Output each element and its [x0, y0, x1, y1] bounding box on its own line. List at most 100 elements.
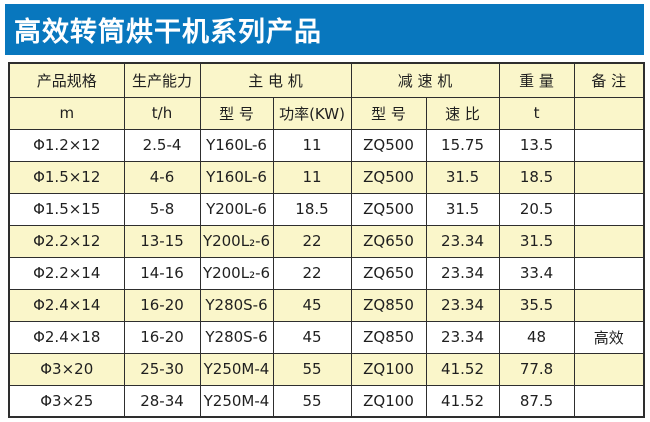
cell-motor-model: Y250M-4: [199, 352, 274, 386]
cell-weight: 20.5: [498, 192, 575, 226]
cell-note: [573, 224, 645, 258]
cell-note: [573, 160, 645, 194]
cell-motor-model: Y280S-6: [199, 320, 274, 354]
cell-note: [573, 256, 645, 290]
cell-motor-model: Y250M-4: [199, 384, 274, 418]
product-spec-table: 产品规格 生产能力 主 电 机 减 速 机 重 量 备 注 m t/h 型 号 …: [8, 62, 646, 418]
cell-weight: 35.5: [498, 288, 575, 322]
cell-spec: Φ3×25: [8, 384, 125, 418]
col-header-remarks: 备 注: [573, 62, 645, 98]
unit-header-motor-model: 型 号: [199, 96, 274, 130]
cell-note: [573, 288, 645, 322]
cell-power: 55: [272, 384, 352, 418]
cell-note: [573, 192, 645, 226]
cell-spec: Φ1.5×15: [8, 192, 125, 226]
unit-header-weight-t: t: [498, 96, 575, 130]
cell-reducer-model: ZQ100: [350, 352, 427, 386]
cell-weight: 31.5: [498, 224, 575, 258]
unit-header-reducer-ratio: 速 比: [425, 96, 500, 130]
unit-header-reducer-model: 型 号: [350, 96, 427, 130]
cell-power: 45: [272, 288, 352, 322]
table-row: Φ1.5×12 4-6 Y160L-6 11 ZQ500 31.5 18.5: [8, 160, 645, 194]
cell-spec: Φ1.2×12: [8, 128, 125, 162]
col-header-reducer: 减 速 机: [350, 62, 500, 98]
col-header-product-spec: 产品规格: [8, 62, 125, 98]
cell-note: [573, 352, 645, 386]
cell-power: 45: [272, 320, 352, 354]
table-row: Φ2.2×14 14-16 Y200L₂-6 22 ZQ650 23.34 33.4: [8, 256, 645, 290]
table-row: Φ2.4×14 16-20 Y280S-6 45 ZQ850 23.34 35.5: [8, 288, 645, 322]
cell-power: 11: [272, 128, 352, 162]
unit-header-remarks-empty: [573, 96, 645, 130]
cell-reducer-model: ZQ500: [350, 160, 427, 194]
col-header-capacity: 生产能力: [123, 62, 201, 98]
cell-ratio: 23.34: [425, 320, 500, 354]
cell-ratio: 15.75: [425, 128, 500, 162]
cell-capacity: 16-20: [123, 288, 201, 322]
cell-motor-model: Y160L-6: [199, 128, 274, 162]
cell-ratio: 31.5: [425, 192, 500, 226]
cell-power: 22: [272, 224, 352, 258]
cell-spec: Φ1.5×12: [8, 160, 125, 194]
table-row: Φ1.5×15 5-8 Y200L-6 18.5 ZQ500 31.5 20.5: [8, 192, 645, 226]
cell-power: 11: [272, 160, 352, 194]
cell-motor-model: Y200L₂-6: [199, 224, 274, 258]
table-header: 产品规格 生产能力 主 电 机 减 速 机 重 量 备 注 m t/h 型 号 …: [8, 62, 645, 130]
header-unit-row: m t/h 型 号 功率(KW) 型 号 速 比 t: [8, 96, 645, 130]
cell-power: 18.5: [272, 192, 352, 226]
cell-reducer-model: ZQ850: [350, 288, 427, 322]
col-header-weight: 重 量: [498, 62, 575, 98]
cell-capacity: 14-16: [123, 256, 201, 290]
cell-ratio: 31.5: [425, 160, 500, 194]
table-row: Φ3×25 28-34 Y250M-4 55 ZQ100 41.52 87.5: [8, 384, 645, 418]
cell-spec: Φ2.4×14: [8, 288, 125, 322]
cell-note: [573, 128, 645, 162]
cell-motor-model: Y280S-6: [199, 288, 274, 322]
cell-capacity: 25-30: [123, 352, 201, 386]
page-title: 高效转筒烘干机系列产品: [14, 17, 322, 48]
cell-capacity: 4-6: [123, 160, 201, 194]
unit-header-spec-m: m: [8, 96, 125, 130]
cell-spec: Φ2.2×14: [8, 256, 125, 290]
cell-spec: Φ2.2×12: [8, 224, 125, 258]
cell-reducer-model: ZQ850: [350, 320, 427, 354]
cell-ratio: 23.34: [425, 256, 500, 290]
cell-ratio: 23.34: [425, 224, 500, 258]
unit-header-motor-power: 功率(KW): [272, 96, 352, 130]
table-row: Φ2.2×12 13-15 Y200L₂-6 22 ZQ650 23.34 31.5: [8, 224, 645, 258]
cell-capacity: 5-8: [123, 192, 201, 226]
cell-motor-model: Y200L₂-6: [199, 256, 274, 290]
cell-weight: 48: [498, 320, 575, 354]
cell-note: 高效: [573, 320, 645, 354]
table-row: Φ1.2×12 2.5-4 Y160L-6 11 ZQ500 15.75 13.5: [8, 128, 645, 162]
cell-motor-model: Y200L-6: [199, 192, 274, 226]
cell-capacity: 13-15: [123, 224, 201, 258]
unit-header-capacity-th: t/h: [123, 96, 201, 130]
cell-weight: 87.5: [498, 384, 575, 418]
table-row: Φ3×20 25-30 Y250M-4 55 ZQ100 41.52 77.8: [8, 352, 645, 386]
cell-weight: 77.8: [498, 352, 575, 386]
table-body: Φ1.2×12 2.5-4 Y160L-6 11 ZQ500 15.75 13.5 Φ1.5×…: [8, 128, 645, 418]
cell-reducer-model: ZQ100: [350, 384, 427, 418]
cell-ratio: 41.52: [425, 352, 500, 386]
cell-motor-model: Y160L-6: [199, 160, 274, 194]
cell-spec: Φ3×20: [8, 352, 125, 386]
cell-weight: 18.5: [498, 160, 575, 194]
cell-note: [573, 384, 645, 418]
cell-power: 22: [272, 256, 352, 290]
cell-reducer-model: ZQ500: [350, 128, 427, 162]
header-group-row: 产品规格 生产能力 主 电 机 减 速 机 重 量 备 注: [8, 62, 645, 98]
table-row: Φ2.4×18 16-20 Y280S-6 45 ZQ850 23.34 48 高效: [8, 320, 645, 354]
cell-reducer-model: ZQ650: [350, 256, 427, 290]
cell-reducer-model: ZQ500: [350, 192, 427, 226]
cell-weight: 33.4: [498, 256, 575, 290]
cell-capacity: 16-20: [123, 320, 201, 354]
cell-capacity: 2.5-4: [123, 128, 201, 162]
title-banner: 高效转筒烘干机系列产品: [5, 4, 644, 55]
cell-reducer-model: ZQ650: [350, 224, 427, 258]
col-header-main-motor: 主 电 机: [199, 62, 352, 98]
cell-power: 55: [272, 352, 352, 386]
cell-capacity: 28-34: [123, 384, 201, 418]
cell-weight: 13.5: [498, 128, 575, 162]
cell-spec: Φ2.4×18: [8, 320, 125, 354]
